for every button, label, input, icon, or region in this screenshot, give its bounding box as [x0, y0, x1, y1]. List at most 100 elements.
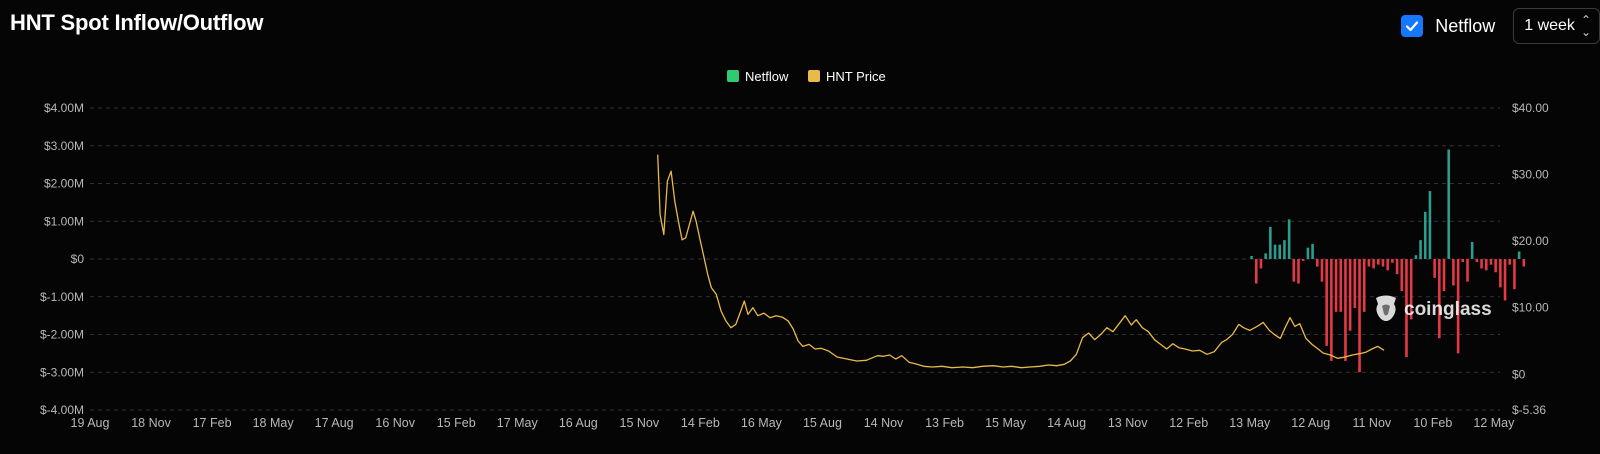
- right-axis-tick-label: $30.00: [1512, 168, 1549, 182]
- netflow-bar[interactable]: [1278, 244, 1282, 259]
- page-title: HNT Spot Inflow/Outflow: [10, 10, 264, 35]
- netflow-bar[interactable]: [1334, 259, 1338, 312]
- x-axis-tick-label: 14 Feb: [681, 416, 720, 430]
- netflow-bar[interactable]: [1489, 259, 1493, 265]
- left-axis-tick-label: $-3.00M: [40, 365, 84, 379]
- right-axis-tick-label: $20.00: [1512, 234, 1549, 248]
- netflow-bar[interactable]: [1372, 259, 1375, 269]
- netflow-bar[interactable]: [1513, 259, 1516, 290]
- netflow-bar[interactable]: [1348, 259, 1352, 331]
- netflow-bar[interactable]: [1386, 259, 1389, 271]
- grid-lines: [90, 107, 1500, 411]
- netflow-bar[interactable]: [1315, 259, 1319, 267]
- netflow-bar[interactable]: [1301, 259, 1305, 261]
- netflow-bar[interactable]: [1269, 226, 1272, 259]
- x-axis-tick-label: 13 May: [1229, 416, 1271, 430]
- netflow-bar[interactable]: [1377, 259, 1380, 265]
- netflow-bar[interactable]: [1250, 255, 1253, 259]
- netflow-bar[interactable]: [1395, 259, 1399, 275]
- x-axis-tick-label: 11 Nov: [1352, 416, 1391, 430]
- hnt-price-line[interactable]: [657, 154, 1385, 369]
- legend-netflow-swatch[interactable]: [727, 70, 739, 82]
- netflow-bar[interactable]: [1503, 259, 1507, 301]
- netflow-bar[interactable]: [1254, 259, 1258, 284]
- netflow-bar[interactable]: [1325, 259, 1328, 346]
- netflow-bar[interactable]: [1494, 259, 1497, 273]
- right-axis-labels: $40.00 $30.00 $20.00 $10.00 $0 $-5.36: [1512, 101, 1549, 417]
- x-axis-labels: 19 Aug 18 Nov 17 Feb 18 May 17 Aug 16 Nov 15 F…: [71, 416, 1516, 430]
- netflow-bar[interactable]: [1287, 219, 1291, 259]
- netflow-bar[interactable]: [1423, 211, 1427, 259]
- coinglass-logo-icon: [1376, 295, 1396, 321]
- netflow-bar[interactable]: [1499, 259, 1502, 288]
- netflow-bar[interactable]: [1330, 259, 1333, 361]
- right-axis-tick-label: $-5.36: [1512, 403, 1546, 417]
- netflow-checkbox[interactable]: [1401, 15, 1424, 37]
- netflow-bar[interactable]: [1508, 259, 1512, 265]
- netflow-bar[interactable]: [1480, 259, 1483, 269]
- netflow-bar[interactable]: [1428, 191, 1432, 259]
- netflow-bar[interactable]: [1409, 259, 1413, 320]
- netflow-bar[interactable]: [1522, 259, 1526, 267]
- netflow-bar[interactable]: [1484, 259, 1488, 271]
- netflow-bar[interactable]: [1367, 259, 1371, 267]
- netflow-bar[interactable]: [1447, 149, 1451, 259]
- netflow-bar[interactable]: [1517, 251, 1521, 259]
- netflow-bar[interactable]: [1353, 259, 1357, 309]
- left-axis-tick-label: $-4.00M: [40, 403, 84, 417]
- coinglass-watermark: coinglass: [1372, 294, 1492, 326]
- netflow-bar[interactable]: [1344, 259, 1347, 361]
- x-axis-tick-label: 13 Feb: [925, 416, 964, 430]
- netflow-bar[interactable]: [1297, 259, 1300, 284]
- left-axis-tick-label: $2.00M: [44, 177, 84, 191]
- legend-price-label[interactable]: HNT Price: [826, 69, 886, 84]
- netflow-bar[interactable]: [1311, 243, 1314, 259]
- netflow-bar[interactable]: [1433, 259, 1436, 278]
- netflow-toggle-label[interactable]: Netflow: [1435, 15, 1496, 36]
- x-axis-tick-label: 17 May: [497, 416, 539, 430]
- netflow-bar[interactable]: [1456, 259, 1460, 354]
- legend-netflow-label[interactable]: Netflow: [745, 69, 789, 84]
- netflow-bar[interactable]: [1306, 247, 1310, 259]
- netflow-bar[interactable]: [1452, 259, 1455, 286]
- chevron-up-down-icon: ⌃ ⌄: [1580, 13, 1591, 39]
- x-axis-tick-label: 16 Nov: [375, 416, 415, 430]
- netflow-bar[interactable]: [1405, 259, 1408, 358]
- x-axis-tick-label: 10 Feb: [1413, 416, 1452, 430]
- netflow-bar[interactable]: [1419, 240, 1422, 259]
- netflow-bar[interactable]: [1273, 244, 1277, 259]
- netflow-bar[interactable]: [1362, 259, 1366, 312]
- x-axis-tick-label: 16 Aug: [559, 416, 598, 430]
- netflow-bar[interactable]: [1470, 242, 1474, 259]
- netflow-bar[interactable]: [1438, 259, 1441, 339]
- x-axis-tick-label: 13 Nov: [1108, 416, 1148, 430]
- x-axis-tick-label: 15 Feb: [437, 416, 476, 430]
- netflow-bar[interactable]: [1259, 259, 1263, 269]
- x-axis-tick-label: 18 Nov: [131, 416, 171, 430]
- netflow-bar[interactable]: [1292, 259, 1296, 282]
- netflow-bar[interactable]: [1461, 259, 1465, 263]
- netflow-bar[interactable]: [1264, 253, 1267, 259]
- x-axis-tick-label: 12 May: [1473, 416, 1515, 430]
- netflow-bar[interactable]: [1442, 259, 1446, 292]
- netflow-bars: [1250, 149, 1526, 373]
- x-axis-tick-label: 14 Aug: [1047, 416, 1086, 430]
- netflow-bar[interactable]: [1358, 259, 1361, 373]
- chart-legend: Netflow HNT Price: [727, 69, 886, 84]
- netflow-bar[interactable]: [1391, 259, 1394, 263]
- left-axis-tick-label: $1.00M: [44, 214, 84, 228]
- netflow-bar[interactable]: [1466, 259, 1469, 282]
- watermark-text: coinglass: [1404, 299, 1492, 320]
- netflow-bar[interactable]: [1381, 259, 1385, 267]
- netflow-bar[interactable]: [1320, 259, 1324, 282]
- interval-select-value: 1 week: [1524, 17, 1575, 34]
- interval-select[interactable]: 1 week ⌃ ⌄: [1513, 8, 1600, 44]
- netflow-bar[interactable]: [1414, 255, 1418, 259]
- netflow-bar[interactable]: [1339, 259, 1343, 312]
- netflow-bar[interactable]: [1400, 259, 1404, 292]
- legend-price-swatch[interactable]: [808, 70, 820, 82]
- left-axis-labels: $4.00M $3.00M $2.00M $1.00M $0 $-1.00M $-2.00M…: [40, 101, 84, 417]
- netflow-bar[interactable]: [1283, 240, 1286, 259]
- netflow-bar[interactable]: [1475, 259, 1479, 263]
